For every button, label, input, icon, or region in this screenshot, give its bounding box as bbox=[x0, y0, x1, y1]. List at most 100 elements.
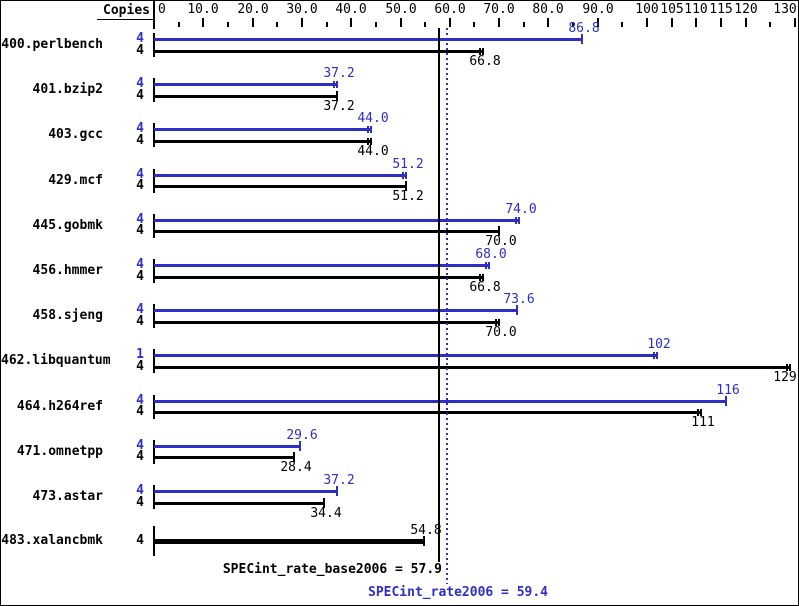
copies-value-base: 4 bbox=[136, 314, 144, 329]
benchmark-label: 403.gcc bbox=[48, 127, 103, 142]
peak-bar bbox=[154, 490, 337, 493]
axis-major-tick bbox=[547, 18, 549, 27]
axis-tick-label: 115 bbox=[709, 2, 733, 17]
run-spread-tick bbox=[367, 138, 369, 145]
bar-end-cap bbox=[725, 396, 727, 406]
run-spread-tick bbox=[786, 364, 788, 371]
base-bar bbox=[154, 140, 371, 143]
run-spread-tick bbox=[697, 409, 699, 416]
peak-value-label: 37.2 bbox=[323, 473, 355, 488]
peak-value-label: 51.2 bbox=[392, 157, 424, 172]
run-spread-tick bbox=[515, 217, 517, 224]
axis-tick-label: 100 bbox=[635, 2, 659, 17]
benchmark-label: 429.mcf bbox=[48, 173, 103, 188]
axis-minor-tick bbox=[178, 22, 180, 27]
axis-major-tick bbox=[794, 18, 796, 27]
axis-major-tick bbox=[202, 18, 204, 27]
axis-minor-tick bbox=[473, 22, 475, 27]
bar-end-cap bbox=[293, 452, 295, 462]
peak-value-label: 86.8 bbox=[568, 21, 600, 36]
axis-major-tick bbox=[597, 18, 599, 27]
axis-tick-label: 105 bbox=[660, 2, 684, 17]
baseline-tick bbox=[153, 349, 155, 373]
base-bar bbox=[154, 411, 701, 414]
axis-major-tick bbox=[695, 18, 697, 27]
y-axis-line bbox=[153, 1, 155, 29]
axis-minor-tick bbox=[523, 22, 525, 27]
base-value-label: 70.0 bbox=[485, 325, 517, 340]
base-bar bbox=[154, 95, 337, 98]
copies-header-underline bbox=[97, 19, 154, 20]
peak-value-label: 29.6 bbox=[286, 428, 318, 443]
peak-bar bbox=[154, 38, 582, 41]
copies-value-peak: 4 bbox=[136, 31, 144, 46]
axis-minor-tick bbox=[424, 22, 426, 27]
benchmark-label: 483.xalancbmk bbox=[1, 533, 103, 548]
base-bar bbox=[154, 321, 499, 324]
axis-major-tick bbox=[449, 18, 451, 27]
axis-major-tick bbox=[720, 18, 722, 27]
summary-base-label: SPECint_rate_base2006 = 57.9 bbox=[222, 562, 442, 577]
summary-peak-label: SPECint_rate2006 = 59.4 bbox=[368, 585, 549, 600]
peak-bar bbox=[154, 400, 726, 403]
run-spread-tick bbox=[485, 262, 487, 269]
run-spread-tick bbox=[482, 274, 484, 281]
peak-bar bbox=[154, 264, 489, 267]
run-spread-tick bbox=[336, 81, 338, 88]
run-spread-tick bbox=[405, 172, 407, 179]
copies-value-peak: 4 bbox=[136, 76, 144, 91]
base-bar bbox=[154, 276, 483, 279]
benchmark-label: 473.astar bbox=[32, 489, 103, 504]
copies-header-label: Copies bbox=[103, 3, 150, 18]
copies-value-base: 4 bbox=[136, 404, 144, 419]
base-bar bbox=[154, 502, 324, 505]
base-bar bbox=[154, 230, 499, 233]
base-value-label: 66.8 bbox=[469, 54, 501, 69]
run-spread-tick bbox=[479, 274, 481, 281]
run-spread-tick bbox=[656, 352, 658, 359]
base-value-label: 129 bbox=[773, 370, 797, 385]
bar-end-cap bbox=[405, 181, 407, 191]
copies-value-peak: 4 bbox=[136, 167, 144, 182]
axis-major-tick bbox=[400, 18, 402, 27]
run-spread-tick bbox=[482, 48, 484, 55]
copies-value-peak: 4 bbox=[136, 121, 144, 136]
run-spread-tick bbox=[789, 364, 791, 371]
axis-tick-label: 10.0 bbox=[187, 2, 219, 17]
axis-major-tick bbox=[498, 18, 500, 27]
run-spread-tick bbox=[402, 172, 404, 179]
run-spread-tick bbox=[653, 352, 655, 359]
peak-value-label: 102 bbox=[647, 337, 671, 352]
baseline-tick bbox=[153, 123, 155, 147]
axis-tick-label: 70.0 bbox=[483, 2, 515, 17]
benchmark-label: 445.gobmk bbox=[32, 218, 103, 233]
peak-value-label: 116 bbox=[716, 383, 740, 398]
baseline-tick bbox=[153, 78, 155, 102]
run-spread-tick bbox=[518, 217, 520, 224]
baseline-tick bbox=[153, 33, 155, 57]
peak-value-label: 44.0 bbox=[357, 111, 389, 126]
base-value-label: 28.4 bbox=[280, 460, 312, 475]
run-spread-tick bbox=[370, 138, 372, 145]
benchmark-label: 400.perlbench bbox=[1, 37, 103, 52]
copies-value-base: 4 bbox=[136, 533, 144, 548]
bar-end-cap bbox=[336, 91, 338, 101]
copies-value-peak: 4 bbox=[136, 302, 144, 317]
peak-bar bbox=[154, 174, 406, 177]
peak-bar bbox=[154, 219, 519, 222]
base-bar bbox=[154, 366, 790, 369]
axis-tick-label: 80.0 bbox=[532, 2, 564, 17]
benchmark-label: 462.libquantum bbox=[1, 353, 111, 368]
benchmark-label: 456.hmmer bbox=[32, 263, 103, 278]
base-value-label: 51.2 bbox=[392, 189, 424, 204]
axis-tick-label: 130 bbox=[773, 2, 797, 17]
run-spread-tick bbox=[370, 126, 372, 133]
run-spread-tick bbox=[495, 319, 497, 326]
bar-end-cap bbox=[581, 34, 583, 44]
copies-value-peak: 4 bbox=[136, 438, 144, 453]
base-value-label: 70.0 bbox=[485, 234, 517, 249]
base-value-label: 34.4 bbox=[310, 506, 342, 521]
axis-major-tick bbox=[745, 18, 747, 27]
copies-value-base: 4 bbox=[136, 495, 144, 510]
